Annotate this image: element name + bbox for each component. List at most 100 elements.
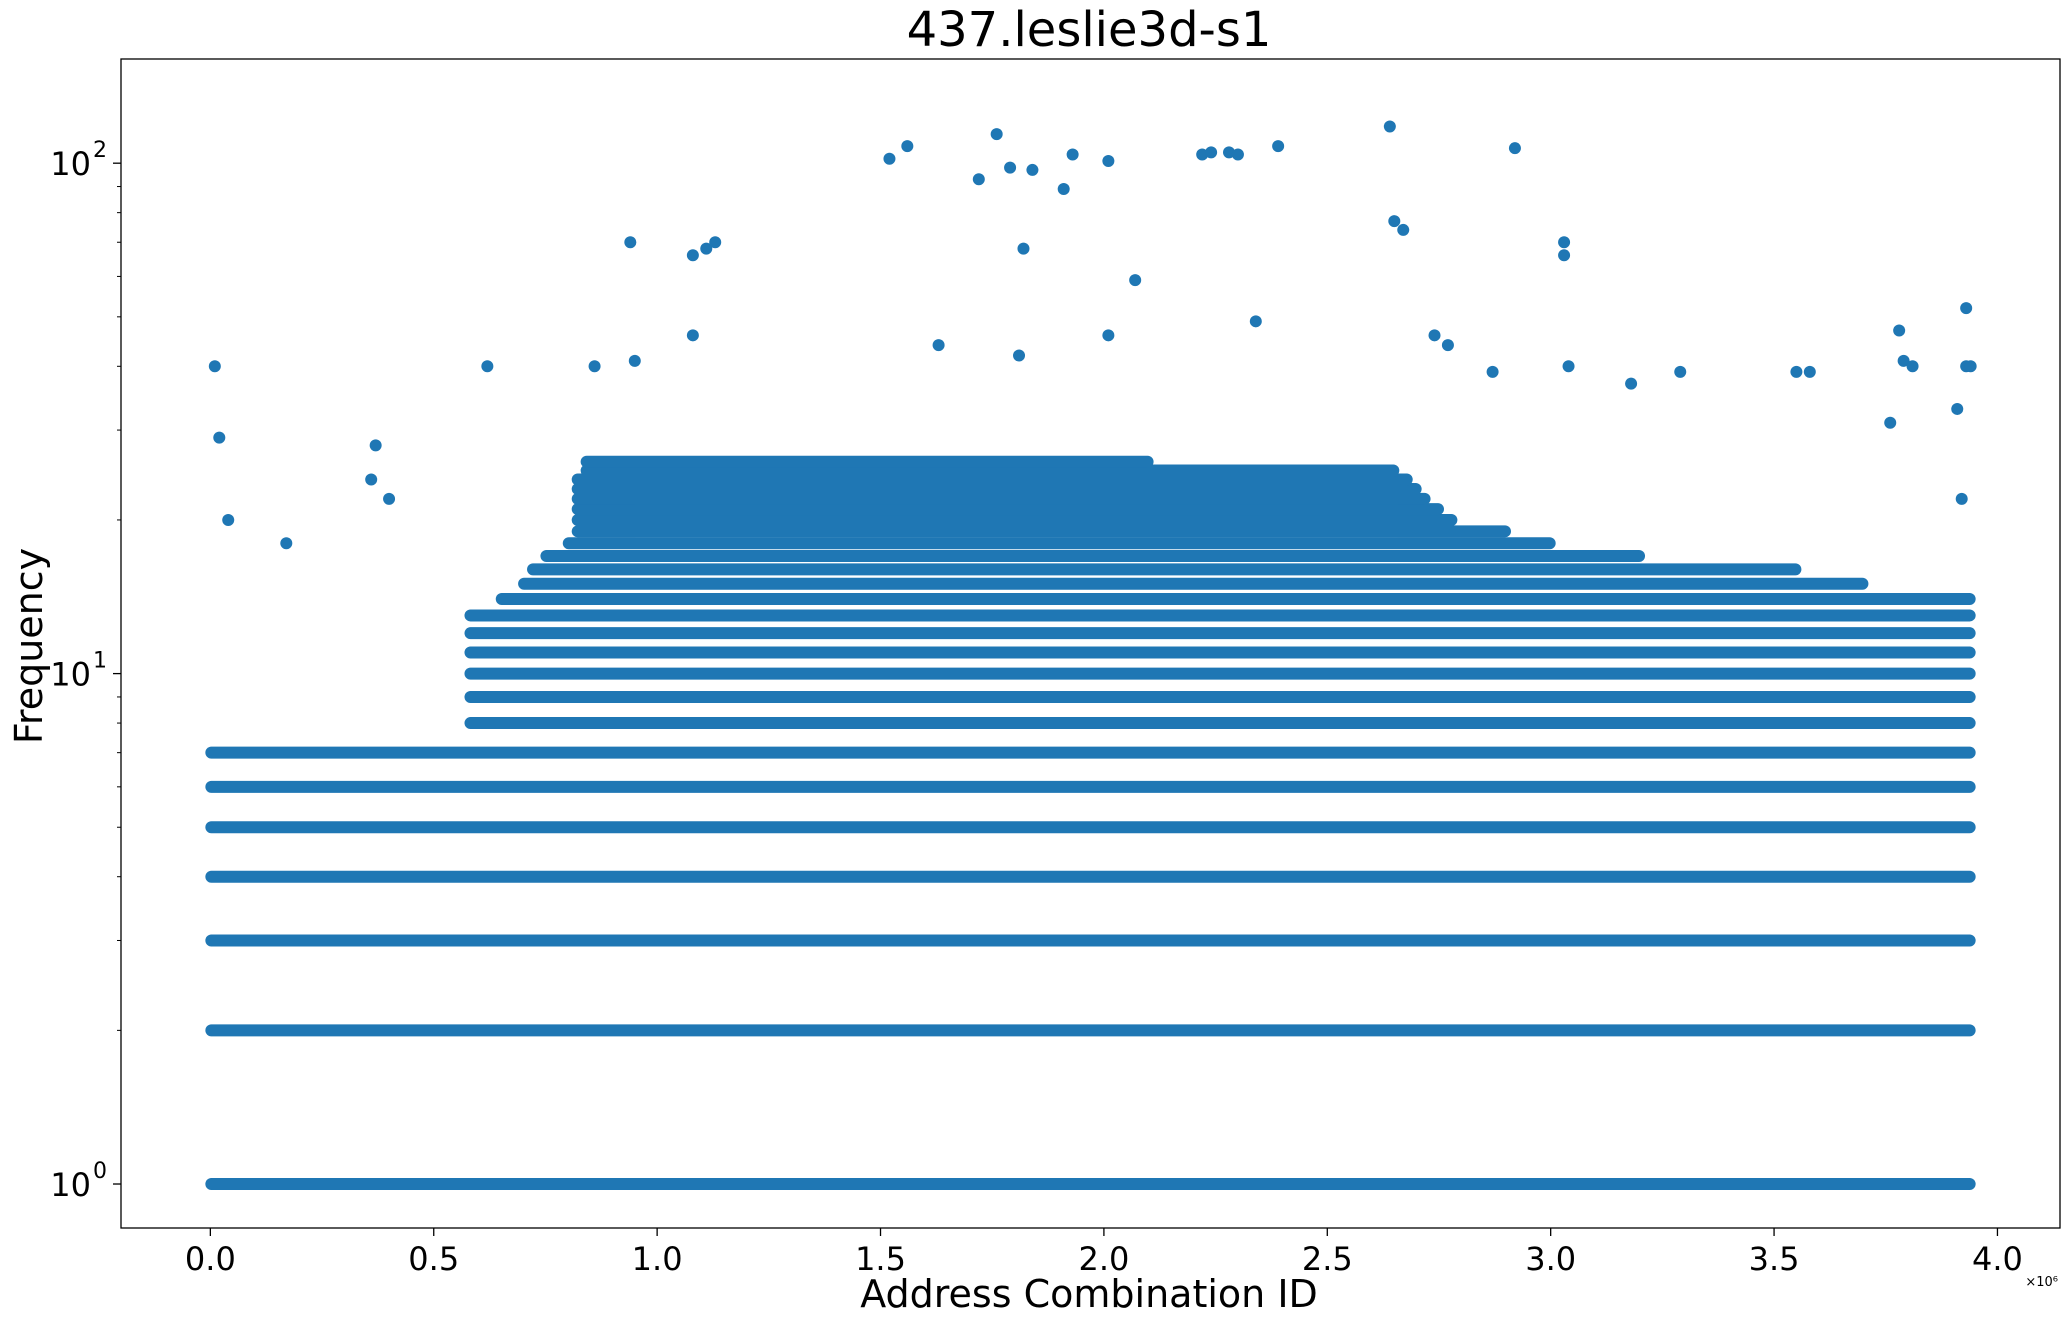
data-point [222,513,235,526]
data-point [481,360,494,373]
chart-title: 437.leslie3d-s1 [907,2,1272,58]
data-band-21 [571,503,1444,516]
x-tick-label: 1.5 [855,1240,906,1278]
data-band-24 [571,473,1413,486]
data-point [1013,349,1026,362]
data-band-6 [205,780,1976,793]
data-point [369,439,382,452]
data-point [686,329,699,342]
data-band-12 [464,627,1976,640]
data-band-16 [527,563,1802,576]
data-band-23 [571,482,1422,495]
data-point [1102,154,1115,167]
data-point [1272,140,1285,153]
plot-frame [120,58,2061,1229]
x-tick-label: 3.0 [1525,1240,1576,1278]
data-point [1057,183,1070,196]
data-point [624,236,637,249]
data-point [1383,120,1396,133]
data-point [1674,365,1687,378]
data-band-19 [571,525,1511,538]
data-point [1026,163,1039,176]
data-point [1231,148,1244,161]
data-band-13 [464,609,1976,622]
data-point [932,339,945,352]
data-point [1906,360,1919,373]
data-point [628,354,641,367]
data-point [280,537,293,550]
data-band-1 [205,1178,1976,1191]
data-band-7 [205,746,1976,759]
data-point [1562,360,1575,373]
data-band-3 [205,934,1976,947]
data-point [990,128,1003,141]
y-tick-label: 10 [50,1166,91,1204]
data-band-11 [464,646,1976,659]
x-tick-label: 2.5 [1302,1240,1353,1278]
data-point [1066,148,1079,161]
x-axis-title: Address Combination ID [860,1272,1318,1316]
data-band-2 [205,1024,1976,1037]
data-point [365,473,378,486]
data-point [1441,339,1454,352]
data-point [1558,236,1571,249]
plot-area [205,120,1977,1191]
data-point [700,242,713,255]
data-point [1625,377,1638,390]
x-tick-label: 4.0 [1972,1240,2023,1278]
data-point [1803,365,1816,378]
data-point [1102,329,1115,342]
data-band-5 [205,821,1976,834]
data-point [1955,492,1968,505]
data-band-15 [518,577,1869,590]
data-band-18 [562,537,1556,550]
data-point [1249,315,1262,328]
data-point [1790,365,1803,378]
data-point [1196,148,1209,161]
data-point [1884,416,1897,429]
data-point [1951,402,1964,415]
y-tick-exponent: 0 [93,1159,107,1184]
data-point [709,236,722,249]
y-tick-exponent: 1 [93,649,107,674]
data-band-4 [205,870,1976,883]
data-point [1004,161,1017,174]
data-point [1508,142,1521,155]
data-point [1893,324,1906,337]
data-point [1486,365,1499,378]
data-point [1129,274,1142,287]
x-tick-label: 2.0 [1078,1240,1129,1278]
x-offset-label: ×10⁶ [2025,1275,2058,1290]
data-band-9 [464,690,1976,703]
data-point [901,140,914,153]
data-point [1897,354,1910,367]
data-point [208,360,221,373]
data-band-20 [571,513,1458,526]
data-point [588,360,601,373]
data-point [883,152,896,165]
x-tick-label: 1.0 [632,1240,683,1278]
data-band-10 [464,667,1976,680]
y-tick-label: 10 [50,145,91,183]
data-point [213,431,226,444]
data-point [1397,223,1410,236]
data-point [1558,249,1571,262]
data-point [1388,215,1401,228]
x-tick-label: 0.5 [408,1240,459,1278]
data-band-22 [571,492,1431,505]
data-band-14 [495,593,1976,606]
data-point [1223,146,1235,159]
data-band-26 [580,455,1154,468]
data-band-17 [540,549,1646,562]
data-point [383,492,396,505]
data-point [1205,146,1218,159]
y-axis-title: Frequency [7,548,51,744]
data-point [1428,329,1441,342]
data-point [972,173,985,186]
data-point [686,249,699,262]
x-tick-label: 3.5 [1749,1240,1800,1278]
data-point [1017,242,1030,255]
